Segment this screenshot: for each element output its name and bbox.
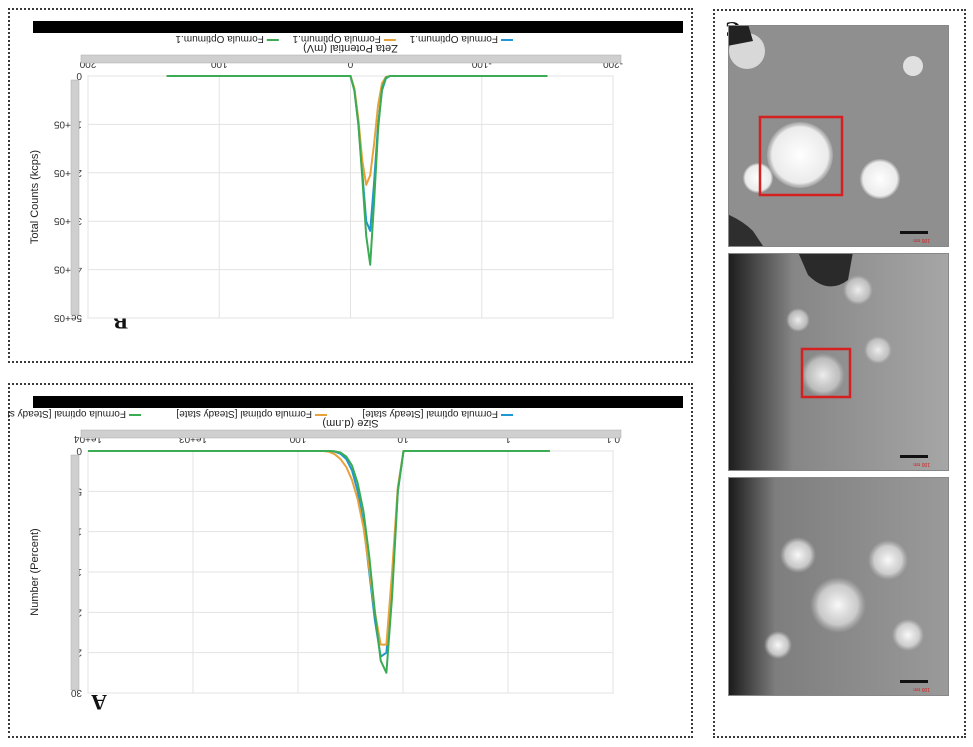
chart-b-legend-label-2: Formula Optimum.1 — [292, 33, 381, 44]
chart-b-series-3-line — [166, 75, 548, 266]
chart-b-y-tick-label: 5e+05 — [53, 312, 82, 323]
tem-image-3-svg — [728, 25, 948, 246]
chart-a-x-tick-label: 100 — [289, 433, 306, 444]
chart-b-legend-label-1: Formula Optimum.1 — [409, 33, 498, 44]
chart-b-x-axis-label: Zeta Potential (mV) — [303, 42, 398, 54]
chart-b-x-scrollbar — [80, 54, 622, 64]
chart-b-y-tick-label: 0 — [76, 70, 82, 81]
tem-image-2-svg — [728, 253, 948, 470]
chart-b-y-tick-label: 3e+05 — [53, 215, 82, 226]
chart-a-x-scrollbar — [80, 429, 622, 439]
chart-b-title-bar — [33, 21, 683, 33]
chart-a-legend-label-2: Formula optimal [Steady state] — [176, 408, 312, 419]
chart-b-y-axis-label: Total Counts (kcps) — [29, 150, 41, 244]
chart-a-series-3-line — [88, 450, 550, 674]
tem-marker-box-2 — [800, 347, 852, 399]
chart-b-y-scrollbar — [70, 79, 80, 316]
chart-a-title-bar — [33, 396, 683, 408]
chart-a-y-tick-label: 30 — [70, 687, 82, 698]
tem-image-1: 100 nm — [728, 477, 949, 696]
chart-a-y-axis-label: Number (Percent) — [29, 528, 41, 615]
chart-b-x-tick-label: 100 — [210, 58, 227, 69]
chart-a-y-tick-label: 0 — [76, 445, 82, 456]
chart-b-x-tick-label: -200 — [603, 58, 623, 69]
tem-image-3: 100 nm — [728, 25, 949, 247]
tem-scale-label-3: 100 nm — [913, 237, 930, 243]
chart-b-x-tick-label: 0 — [347, 58, 353, 69]
chart-b-y-tick-label: 1e+05 — [53, 118, 82, 129]
chart-a-legend-label-3: Formula optimal [Steady state] — [8, 408, 126, 419]
chart-b-y-tick-label: 4e+05 — [53, 264, 82, 275]
chart-a-x-tick-label: 10 — [397, 433, 409, 444]
chart-b: 0 1e+05 2e+05 3e+05 4e+05 5e+05 -200 -100 0 100 20… — [29, 21, 683, 323]
chart-a-x-tick-label: 0.1 — [606, 433, 620, 444]
chart-b-x-tick-label: -100 — [471, 58, 491, 69]
tem-marker-box-3 — [758, 115, 844, 197]
chart-a-x-tick-label: 1e+03 — [179, 433, 208, 444]
chart-b-y-tick-label: 2e+05 — [53, 167, 82, 178]
tem-scale-label-1: 100 nm — [913, 686, 930, 692]
chart-a-y-scrollbar — [70, 454, 80, 691]
chart-a-legend-label-1: Formula optimal [Steady state] — [362, 408, 498, 419]
tem-image-1-svg — [728, 477, 948, 695]
chart-a-x-tick-label: 1e+04 — [74, 433, 103, 444]
tem-scale-label-2: 100 nm — [913, 461, 930, 467]
tem-image-2: 100 nm — [728, 253, 949, 471]
chart-a-x-axis-label: Size (d.nm) — [322, 417, 378, 429]
chart-b-x-tick-label: 200 — [79, 58, 96, 69]
chart-b-legend-label-3: Formula Optimum.1 — [175, 33, 264, 44]
chart-a-x-tick-label: 1 — [505, 433, 511, 444]
